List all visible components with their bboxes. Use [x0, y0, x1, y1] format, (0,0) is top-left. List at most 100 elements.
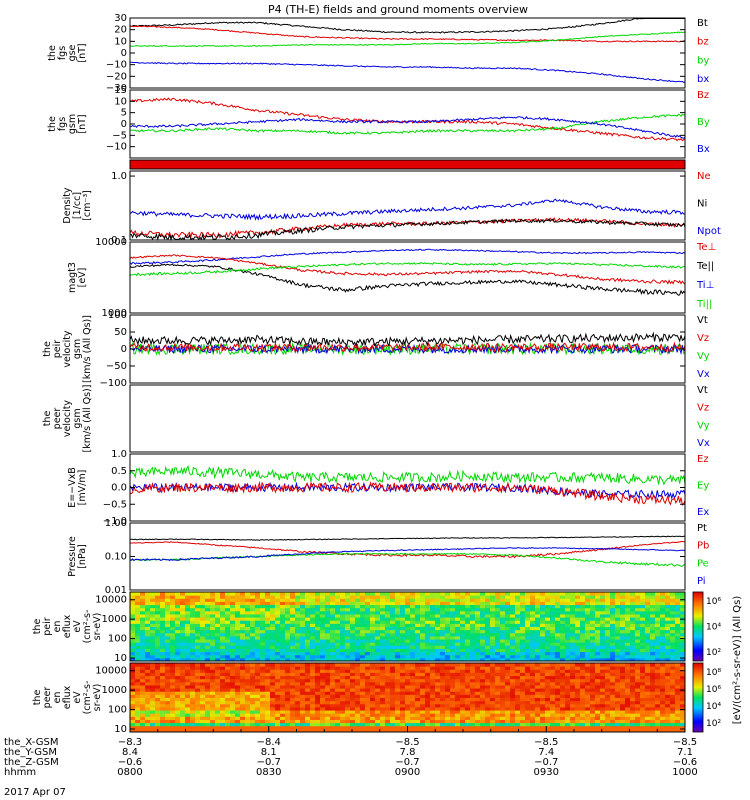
spectrogram-cell [585, 642, 591, 646]
spectrogram-cell [545, 678, 551, 683]
spectrogram-cell [430, 654, 436, 659]
series-line-red [129, 254, 686, 285]
spectrogram-cell [375, 666, 381, 670]
spectrogram-cell [650, 642, 656, 646]
spectrogram-cell [250, 598, 256, 602]
spectrogram-cell [175, 607, 181, 612]
spectrogram-cell [440, 663, 446, 667]
spectrogram-cell [345, 722, 351, 727]
spectrogram-cell [675, 657, 681, 662]
spectrogram-cell [370, 722, 376, 727]
spectrogram-cell [510, 672, 516, 677]
spectrogram-cell [265, 678, 271, 683]
spectrogram-cell [340, 675, 346, 680]
spectrogram-cell [350, 684, 356, 689]
spectrogram-cell [565, 620, 571, 624]
spectrogram-cell [380, 645, 386, 649]
spectrogram-cell [225, 642, 231, 646]
spectrogram-cell [505, 678, 511, 683]
spectrogram-cell [360, 642, 366, 646]
spectrogram-cell [540, 666, 546, 670]
spectrogram-cell [465, 657, 471, 662]
spectrogram-cell [370, 697, 376, 702]
spectrogram-cell [650, 601, 656, 606]
spectrogram-cell [500, 651, 506, 656]
spectrogram-cell [650, 623, 656, 627]
spectrogram-cell [550, 694, 556, 698]
spectrogram-cell [265, 657, 271, 662]
spectrogram-cell [600, 666, 606, 670]
spectrogram-cell [510, 713, 516, 717]
spectrogram-cell [430, 684, 436, 689]
series-line-black [129, 535, 686, 541]
spectrogram-cell [205, 592, 211, 596]
spectrogram-cell [640, 713, 646, 717]
spectrogram-cell [525, 645, 531, 649]
spectrogram-cell [160, 639, 166, 643]
spectrogram-cell [580, 617, 586, 621]
spectrogram-cell [470, 651, 476, 656]
spectrogram-cell [140, 700, 146, 705]
spectrogram-cell [600, 620, 606, 624]
spectrogram-cell [435, 666, 441, 670]
spectrogram-cell [220, 728, 226, 733]
spectrogram-cell [455, 678, 461, 683]
spectrogram-cell [315, 648, 321, 653]
spectrogram-cell [680, 635, 686, 640]
spectrogram-cell [140, 681, 146, 686]
spectrogram-cell [665, 592, 671, 596]
spectrogram-cell [645, 613, 651, 618]
y-tick-label: −10 [106, 142, 127, 153]
spectrogram-cell [215, 688, 221, 692]
spectrogram-cell [315, 691, 321, 695]
spectrogram-cell [355, 691, 361, 695]
spectrogram-cell [570, 719, 576, 724]
spectrogram-cell [260, 700, 266, 705]
spectrogram-cell [300, 694, 306, 698]
spectrogram-cell [215, 725, 221, 730]
spectrogram-cell [190, 678, 196, 683]
spectrogram-cell [560, 648, 566, 653]
spectrogram-cell [230, 678, 236, 683]
spectrogram-cell [425, 657, 431, 662]
spectrogram-cell [640, 601, 646, 606]
spectrogram-cell [360, 688, 366, 692]
spectrogram-cell [650, 700, 656, 705]
spectrogram-cell [250, 697, 256, 702]
spectrogram-cell [315, 663, 321, 667]
spectrogram-cell [130, 626, 136, 631]
spectrogram-cell [280, 626, 286, 631]
spectrogram-cell [485, 651, 491, 656]
spectrogram-cell [535, 635, 541, 640]
spectrogram-cell [420, 645, 426, 649]
spectrogram-cell [490, 645, 496, 649]
spectrogram-cell [280, 697, 286, 702]
spectrogram-cell [160, 675, 166, 680]
spectrogram-cell [150, 691, 156, 695]
spectrogram-cell [655, 604, 661, 609]
spectrogram-cell [445, 691, 451, 695]
spectrogram-cell [595, 722, 601, 727]
spectrogram-cell [205, 595, 211, 599]
spectrogram-cell [190, 592, 196, 596]
spectrogram-cell [605, 681, 611, 686]
spectrogram-cell [575, 716, 581, 720]
spectrogram-cell [325, 719, 331, 724]
spectrogram-cell [420, 703, 426, 708]
spectrogram-cell [140, 626, 146, 631]
spectrogram-cell [570, 697, 576, 702]
spectrogram-cell [425, 613, 431, 618]
spectrogram-cell [435, 713, 441, 717]
spectrogram-cell [400, 681, 406, 686]
spectrogram-cell [365, 595, 371, 599]
spectrogram-cell [405, 691, 411, 695]
spectrogram-cell [170, 706, 176, 711]
spectrogram-cell [185, 617, 191, 621]
spectrogram-cell [525, 669, 531, 673]
spectrogram-cell [175, 669, 181, 673]
spectrogram-cell [140, 620, 146, 624]
spectrogram-cell [260, 703, 266, 708]
spectrogram-cell [635, 688, 641, 692]
spectrogram-cell [210, 604, 216, 609]
spectrogram-cell [490, 691, 496, 695]
